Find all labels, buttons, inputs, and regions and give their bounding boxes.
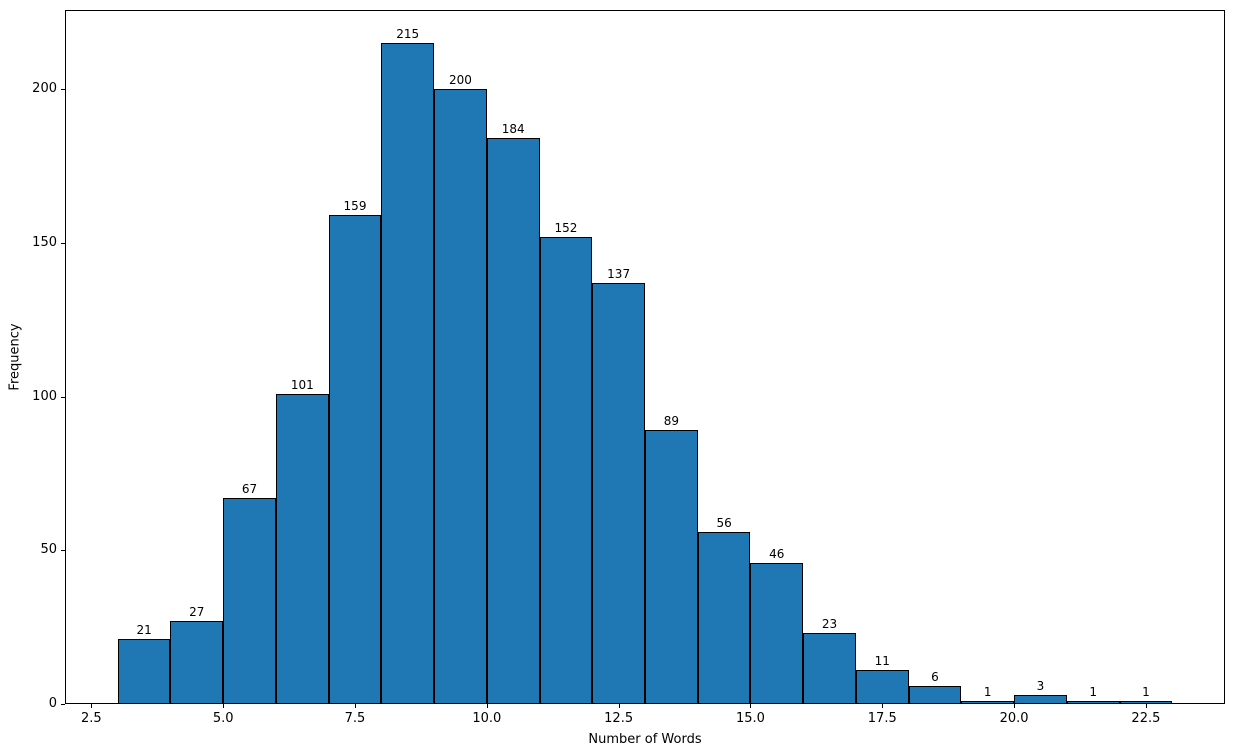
bar-value-label: 56 (716, 515, 732, 530)
y-axis-tick (61, 704, 65, 705)
y-tick-label: 0 (48, 696, 57, 711)
x-axis-tick (355, 704, 356, 708)
x-axis-tick (486, 704, 488, 708)
x-axis-tick (1145, 704, 1147, 708)
bar-value-label: 89 (663, 414, 679, 429)
bar-value-label: 23 (821, 617, 838, 632)
x-tick-label: 22.5 (1131, 711, 1161, 726)
histogram-bar (381, 43, 435, 704)
x-axis-tick (1014, 704, 1016, 708)
histogram-bar (275, 393, 329, 704)
bar-value-label: 1 (1142, 684, 1150, 699)
histogram-bar (855, 670, 909, 704)
x-axis-tick (882, 704, 884, 708)
histogram-bar (961, 700, 1015, 704)
histogram-bar (539, 236, 593, 704)
x-tick-label: 2.5 (81, 711, 102, 726)
histogram-bar (592, 282, 645, 704)
histogram-bar (328, 215, 382, 704)
y-tick-label: 50 (40, 542, 57, 558)
histogram-bar (117, 639, 171, 704)
bar-value-label: 1 (1089, 684, 1097, 699)
y-axis-tick (61, 89, 65, 91)
bar-value-label: 1 (983, 684, 992, 699)
bar-value-label: 27 (189, 604, 205, 619)
bar-value-label: 101 (290, 377, 314, 392)
histogram-bar (1066, 700, 1120, 704)
bar-value-label: 67 (241, 482, 258, 497)
bar-value-label: 46 (769, 546, 785, 561)
bar-value-label: 6 (931, 669, 939, 684)
x-axis-tick (91, 704, 93, 708)
x-tick-label: 10.0 (472, 711, 502, 726)
x-tick-label: 20.0 (999, 711, 1029, 726)
bar-value-label: 3 (1036, 678, 1045, 693)
histogram-bar (1119, 700, 1173, 704)
x-axis-label: Number of Words (588, 732, 702, 747)
bar-value-label: 152 (554, 220, 578, 235)
x-tick-label: 17.5 (867, 711, 897, 726)
y-tick-label: 100 (32, 388, 57, 404)
bar-value-label: 184 (501, 122, 525, 137)
x-axis-tick (750, 704, 752, 708)
y-axis-label: Frequency (7, 323, 23, 391)
x-axis-tick (223, 704, 225, 708)
bar-value-label: 21 (136, 623, 152, 638)
bar-value-label: 215 (396, 27, 420, 42)
x-tick-label: 5.0 (212, 711, 234, 726)
bar-value-label: 200 (449, 73, 472, 88)
x-tick-label: 12.5 (604, 711, 634, 726)
bar-value-label: 11 (874, 654, 890, 669)
y-axis-tick (61, 396, 65, 398)
bar-value-label: 159 (343, 199, 367, 214)
y-tick-label: 150 (32, 234, 57, 250)
histogram-bar (750, 562, 804, 704)
bar-value-label: 137 (607, 266, 631, 281)
histogram-bar (908, 685, 962, 704)
x-tick-label: 15.0 (735, 711, 765, 726)
histogram-bar (1014, 694, 1067, 704)
histogram-bar (645, 430, 698, 704)
y-axis-tick (61, 242, 65, 244)
histogram-bar (434, 89, 487, 704)
y-axis-tick (61, 550, 65, 552)
x-axis-tick (618, 704, 620, 708)
histogram-bar (223, 498, 276, 704)
histogram-bar (170, 620, 224, 704)
x-tick-label: 7.5 (344, 711, 366, 726)
y-tick-label: 200 (32, 81, 57, 97)
histogram-bar (697, 531, 751, 704)
histogram-bar (803, 633, 856, 704)
histogram-bar (486, 138, 540, 704)
